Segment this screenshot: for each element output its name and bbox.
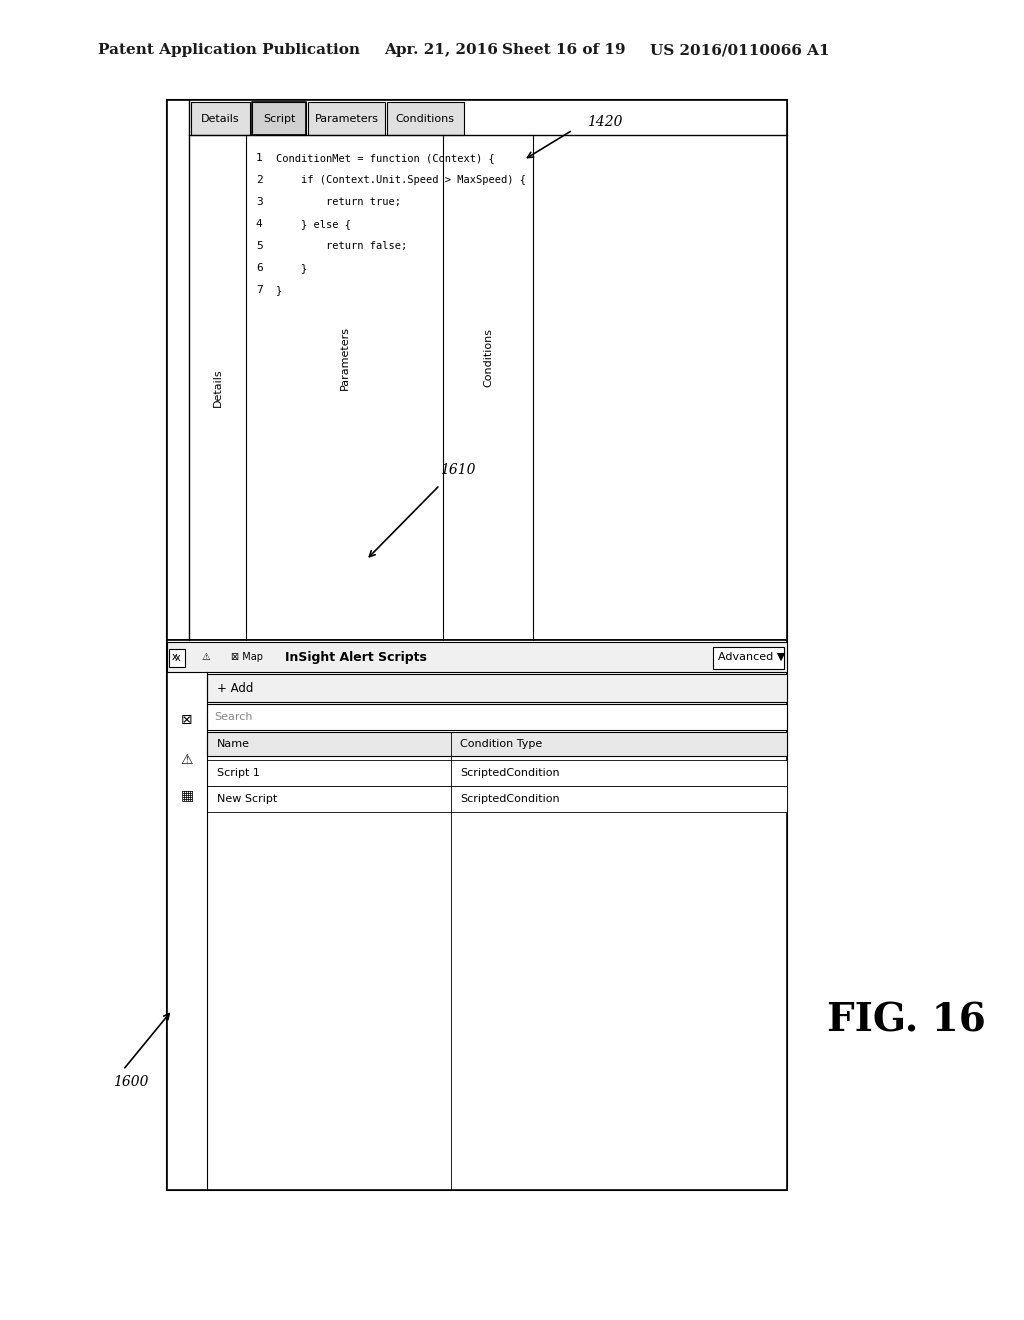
Text: 1600: 1600	[114, 1074, 148, 1089]
Text: + Add: + Add	[216, 681, 253, 694]
Bar	[167, 100, 787, 1191]
Text: }: }	[275, 285, 282, 294]
Text: Apr. 21, 2016: Apr. 21, 2016	[384, 44, 498, 57]
Text: Search: Search	[215, 711, 253, 722]
Text: Patent Application Publication: Patent Application Publication	[98, 44, 360, 57]
Text: ⚠: ⚠	[202, 652, 211, 663]
Bar	[207, 785, 787, 812]
FancyBboxPatch shape	[252, 102, 306, 135]
Text: Sheet 16 of 19: Sheet 16 of 19	[502, 44, 626, 57]
Text: ConditionMet = function (Context) {: ConditionMet = function (Context) {	[275, 153, 495, 162]
Text: Script: Script	[263, 114, 295, 124]
FancyBboxPatch shape	[190, 102, 250, 135]
Text: Advanced ▼: Advanced ▼	[719, 652, 785, 663]
Bar	[207, 704, 787, 730]
Text: ⊠ Map: ⊠ Map	[231, 652, 263, 663]
Text: 1: 1	[256, 153, 262, 162]
Bar	[207, 675, 787, 702]
Bar	[167, 642, 787, 672]
Bar	[169, 649, 185, 667]
Text: New Script: New Script	[216, 795, 276, 804]
Text: Details: Details	[213, 368, 222, 407]
Bar	[714, 647, 784, 669]
Text: ⊠: ⊠	[181, 713, 193, 727]
Text: if (Context.Unit.Speed > MaxSpeed) {: if (Context.Unit.Speed > MaxSpeed) {	[275, 176, 525, 185]
Text: x: x	[172, 652, 178, 663]
Text: Condition Type: Condition Type	[461, 739, 543, 748]
Text: Name: Name	[216, 739, 250, 748]
Text: Conditions: Conditions	[395, 114, 455, 124]
Text: 7: 7	[256, 285, 262, 294]
Text: 4: 4	[256, 219, 262, 228]
Text: 1610: 1610	[440, 463, 475, 477]
Text: ScriptedCondition: ScriptedCondition	[461, 768, 560, 777]
Text: InSight Alert Scripts: InSight Alert Scripts	[286, 651, 427, 664]
Text: Script 1: Script 1	[216, 768, 259, 777]
FancyBboxPatch shape	[308, 102, 385, 135]
Bar	[167, 640, 787, 1191]
FancyBboxPatch shape	[387, 102, 464, 135]
Text: 2: 2	[256, 176, 262, 185]
Text: ScriptedCondition: ScriptedCondition	[461, 795, 560, 804]
Text: x: x	[174, 653, 180, 663]
Text: 3: 3	[256, 197, 262, 207]
Text: 1420: 1420	[588, 115, 623, 129]
Text: }: }	[275, 263, 307, 273]
Text: Conditions: Conditions	[483, 327, 494, 387]
Bar	[207, 760, 787, 785]
Text: Details: Details	[201, 114, 240, 124]
Text: Parameters: Parameters	[314, 114, 379, 124]
Bar	[207, 733, 787, 756]
Text: 5: 5	[256, 242, 262, 251]
Bar	[167, 100, 787, 640]
Text: FIG. 16: FIG. 16	[826, 1001, 985, 1039]
Text: 6: 6	[256, 263, 262, 273]
Text: return true;: return true;	[275, 197, 400, 207]
Text: } else {: } else {	[275, 219, 350, 228]
Text: Parameters: Parameters	[339, 326, 349, 389]
Text: ⚠: ⚠	[180, 752, 194, 767]
Text: ▦: ▦	[180, 788, 194, 803]
Text: US 2016/0110066 A1: US 2016/0110066 A1	[649, 44, 829, 57]
Text: return false;: return false;	[275, 242, 407, 251]
